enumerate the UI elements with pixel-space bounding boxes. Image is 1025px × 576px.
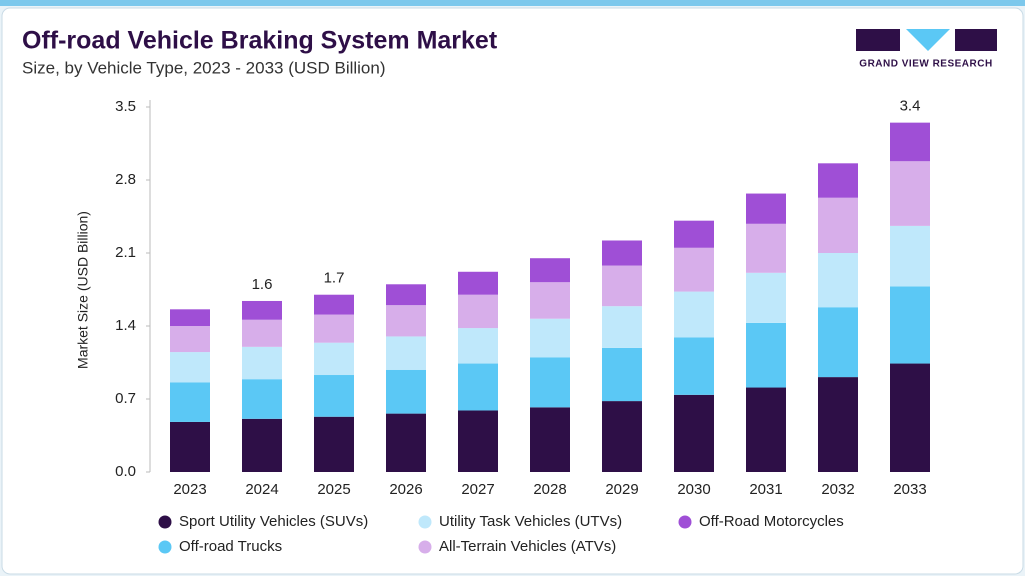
legend-marker: [418, 515, 432, 529]
bar-segment: [530, 318, 570, 358]
total-label: 1.7: [324, 270, 345, 287]
bar-segment: [602, 240, 642, 266]
bar-segment: [818, 377, 858, 472]
bar-segment: [458, 328, 498, 364]
total-label: 1.6: [252, 276, 273, 293]
bar-segment: [746, 387, 786, 472]
bar-segment: [242, 346, 282, 380]
y-tick-label: 0.7: [115, 390, 136, 407]
bar-segment: [170, 309, 210, 326]
bar-segment: [890, 363, 930, 472]
bar-segment: [314, 342, 354, 376]
bar-segment: [674, 291, 714, 338]
y-tick-label: 2.8: [115, 171, 136, 188]
bar-segment: [674, 337, 714, 395]
logo-block: [856, 29, 900, 51]
bar-segment: [818, 197, 858, 253]
bar-segment: [818, 163, 858, 198]
bar-segment: [602, 265, 642, 307]
x-tick-label: 2032: [821, 481, 854, 498]
bar-segment: [890, 286, 930, 364]
y-tick-label: 3.5: [115, 98, 136, 115]
card: [1, 7, 1024, 575]
bar-segment: [314, 375, 354, 417]
total-label: 3.4: [900, 98, 921, 115]
bar-segment: [674, 394, 714, 472]
legend-marker: [158, 515, 172, 529]
legend-label: Sport Utility Vehicles (SUVs): [179, 513, 368, 530]
bar-segment: [458, 294, 498, 329]
logo-block: [955, 29, 997, 51]
bar-segment: [170, 421, 210, 472]
x-tick-label: 2025: [317, 481, 350, 498]
bar-segment: [746, 272, 786, 323]
bar-segment: [386, 413, 426, 472]
logo: GRAND VIEW RESEARCH: [856, 29, 997, 70]
bar-segment: [746, 223, 786, 273]
bar-segment: [314, 416, 354, 472]
bar-segment: [170, 352, 210, 383]
top-band: [0, 0, 1025, 6]
bar-segment: [746, 322, 786, 388]
legend-marker: [678, 515, 692, 529]
bar-segment: [818, 307, 858, 378]
bar-segment: [170, 382, 210, 422]
legend-label: Off-Road Motorcycles: [699, 513, 844, 530]
y-axis-title: Market Size (USD Billion): [75, 211, 91, 369]
x-tick-label: 2024: [245, 481, 278, 498]
bar-segment: [458, 410, 498, 472]
x-tick-label: 2031: [749, 481, 782, 498]
bar-segment: [386, 336, 426, 370]
x-tick-label: 2029: [605, 481, 638, 498]
x-tick-label: 2027: [461, 481, 494, 498]
bar-segment: [386, 369, 426, 414]
legend-marker: [418, 540, 432, 554]
bar-segment: [386, 305, 426, 337]
bar-segment: [170, 326, 210, 353]
bar-segment: [242, 418, 282, 472]
bar-segment: [890, 225, 930, 287]
bar-segment: [242, 300, 282, 320]
x-tick-label: 2026: [389, 481, 422, 498]
bar-segment: [818, 253, 858, 308]
bar-segment: [530, 357, 570, 408]
bar-segment: [530, 258, 570, 283]
y-tick-label: 1.4: [115, 317, 136, 334]
bar-segment: [458, 363, 498, 411]
bar-segment: [746, 193, 786, 224]
bar-segment: [602, 347, 642, 402]
x-tick-label: 2028: [533, 481, 566, 498]
brand: GRAND VIEW RESEARCH: [859, 59, 992, 70]
bar-segment: [602, 401, 642, 472]
x-tick-label: 2030: [677, 481, 710, 498]
bar-segment: [674, 220, 714, 248]
legend-label: Utility Task Vehicles (UTVs): [439, 513, 622, 530]
bar-segment: [242, 319, 282, 347]
bar-segment: [530, 407, 570, 472]
chart-title: Off-road Vehicle Braking System Market: [22, 27, 498, 55]
logo-block: [906, 29, 950, 51]
bar-segment: [314, 314, 354, 343]
y-tick-label: 0.0: [115, 463, 136, 480]
chart-subtitle: Size, by Vehicle Type, 2023 - 2033 (USD …: [22, 58, 386, 77]
bar-segment: [458, 271, 498, 295]
x-tick-label: 2033: [893, 481, 926, 498]
bar-segment: [530, 282, 570, 319]
legend-marker: [158, 540, 172, 554]
bar-segment: [386, 284, 426, 306]
bar-segment: [602, 306, 642, 348]
bar-segment: [314, 294, 354, 315]
bar-segment: [890, 122, 930, 162]
bar-segment: [674, 247, 714, 292]
bar-segment: [242, 379, 282, 419]
legend-label: Off-road Trucks: [179, 538, 282, 555]
bar-segment: [890, 161, 930, 226]
x-tick-label: 2023: [173, 481, 206, 498]
legend-label: All-Terrain Vehicles (ATVs): [439, 538, 616, 555]
y-tick-label: 2.1: [115, 244, 136, 261]
